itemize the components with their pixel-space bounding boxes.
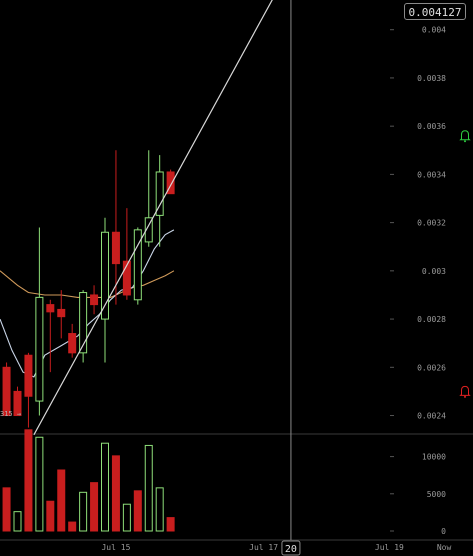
time-tick-label: Jul 19 — [375, 543, 404, 552]
candle-body-up — [144, 217, 153, 243]
candle-body-down — [90, 294, 99, 306]
bell-body — [459, 130, 471, 141]
candle-body-up — [155, 171, 164, 216]
volume-bar-up — [144, 444, 153, 532]
price-tick-label: 0.0026 — [417, 363, 446, 372]
candle-body-down — [111, 231, 120, 265]
candle — [24, 352, 33, 428]
volume-tick-label: 0 — [441, 527, 446, 536]
axes: 0.0024 0.0026 0.0028 0.003 0.0032 0.0034 0.003… — [101, 26, 451, 552]
volume-bar-down — [166, 517, 175, 532]
price-tick-label: 0.0036 — [417, 122, 446, 131]
candle — [13, 386, 22, 417]
candle — [122, 208, 131, 300]
volume-bar-up — [35, 436, 44, 532]
price-tick-label: 0.004 — [422, 26, 446, 35]
alert-bell-red-icon[interactable] — [459, 385, 471, 398]
volume-bar-down — [133, 490, 142, 532]
time-tick-label: Jul 17 — [249, 543, 278, 552]
crosshair: 20 — [281, 0, 301, 556]
volume-bar-down — [68, 521, 77, 532]
volume-bars — [2, 429, 175, 532]
candle — [90, 285, 99, 315]
candle-body-down — [122, 260, 131, 296]
volume-bar-up — [13, 511, 22, 532]
candle — [68, 323, 77, 358]
candle — [57, 290, 66, 339]
candle-body-down — [2, 366, 11, 417]
candle-body-up — [133, 229, 142, 301]
alert-bell-green-icon[interactable] — [459, 130, 471, 143]
candle-body-down — [13, 390, 22, 417]
candle — [79, 290, 88, 363]
price-tick-label: 0.0034 — [417, 170, 446, 179]
volume-bar-down — [90, 482, 99, 532]
volume-bar-down — [2, 487, 11, 532]
price-tick-label: 0.0028 — [417, 315, 446, 324]
candle — [46, 299, 55, 373]
volume-tick-label: 5000 — [427, 490, 446, 499]
candle-body-up — [35, 296, 44, 402]
volume-bar-up — [122, 503, 131, 532]
candle — [155, 155, 164, 247]
volume-tick-label: 10000 — [422, 453, 446, 462]
price-tick-label: 0.0024 — [417, 412, 446, 421]
candle — [35, 227, 44, 416]
cursor-x-label: 20 — [285, 544, 297, 555]
volume-bar-up — [155, 487, 164, 532]
candle-body-down — [24, 354, 33, 397]
time-tick-label: Jul 15 — [101, 543, 130, 552]
bell-body — [459, 385, 471, 396]
markers[interactable] — [459, 130, 471, 398]
cursor-x-box — [281, 540, 301, 556]
price-tick-label: 0.003 — [422, 267, 446, 276]
time-tick-label: Now — [437, 543, 452, 552]
candle-body-down — [46, 304, 55, 313]
candle-body-down — [166, 171, 175, 195]
candle — [133, 227, 142, 305]
volume-bar-down — [46, 500, 55, 532]
volume-bar-down — [111, 455, 120, 532]
candle-body-down — [57, 308, 66, 318]
trendline-label: 315 → — [0, 410, 21, 418]
candle-body-up — [101, 231, 109, 320]
candle-body-down — [68, 333, 77, 354]
candle — [166, 169, 175, 195]
volume-bar-up — [101, 442, 109, 532]
price-tick-label: 0.0032 — [417, 219, 446, 228]
candle-body-up — [79, 292, 88, 354]
volume-bar-down — [24, 429, 33, 532]
price-tick-label: 0.0038 — [417, 74, 446, 83]
candle — [101, 217, 109, 363]
candle — [144, 150, 153, 247]
volume-bar-up — [79, 491, 88, 532]
candle — [2, 362, 11, 417]
price-readout: 0.004127 — [404, 3, 466, 20]
bell-clapper — [464, 395, 466, 398]
grid — [0, 433, 473, 541]
bell-clapper — [464, 140, 466, 143]
trendline[interactable]: 315 → — [0, 0, 294, 436]
trendline-line — [33, 0, 273, 436]
volume-bar-down — [57, 469, 66, 532]
candles — [2, 150, 175, 428]
candle — [111, 150, 120, 305]
